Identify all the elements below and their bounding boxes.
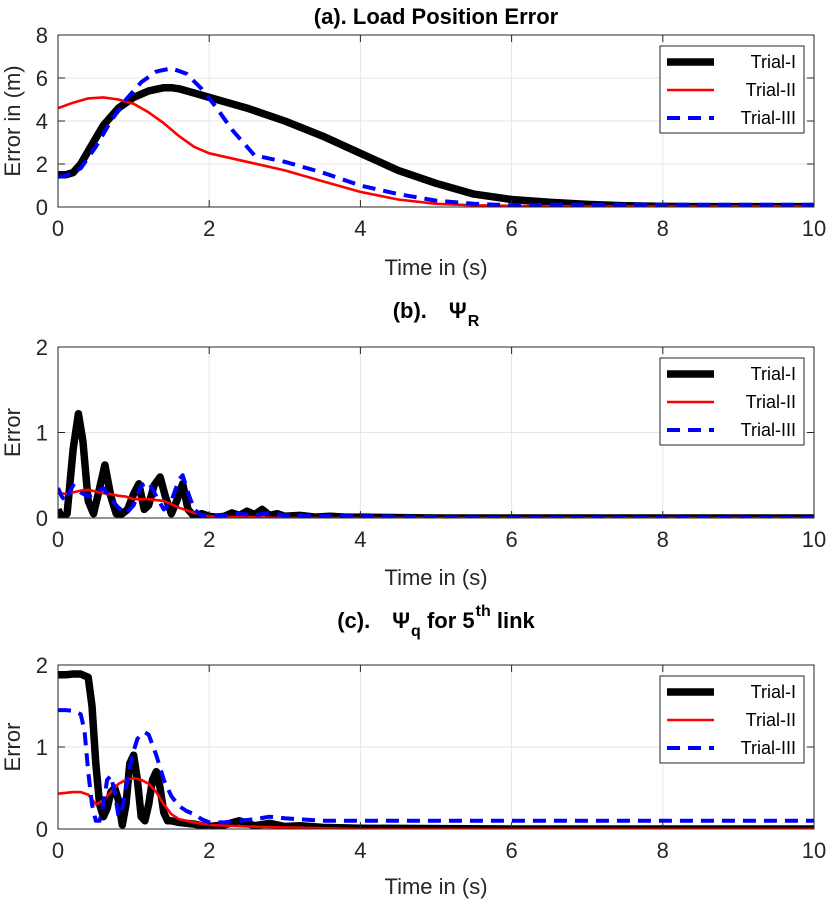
x-tick-label: 4: [354, 527, 366, 552]
x-tick-label: 0: [52, 527, 64, 552]
legend-label: Trial-III: [741, 420, 796, 440]
title-part: th: [476, 603, 491, 620]
x-tick-label: 2: [203, 527, 215, 552]
x-tick-label: 4: [354, 838, 366, 863]
y-tick-label: 2: [36, 653, 48, 678]
series-line-trial-ii: [58, 488, 814, 518]
chart-title: (b). ΨR: [393, 298, 480, 330]
legend: Trial-I Trial-II Trial-III: [659, 357, 805, 446]
y-tick-label: 6: [36, 66, 48, 91]
title-part: R: [468, 313, 480, 330]
x-axis-label: Time in (s): [384, 255, 487, 280]
chart-title: (a). Load Position Error: [314, 4, 559, 29]
series-line-trial-i: [58, 670, 814, 829]
legend-label: Trial-II: [746, 80, 796, 100]
title-part: (b).: [393, 298, 427, 323]
title-part: for 5: [421, 608, 475, 633]
title-part: Ψ: [392, 608, 410, 633]
series-line-trial-iii: [58, 708, 814, 825]
y-tick-label: 0: [36, 195, 48, 220]
y-tick-label: 1: [36, 735, 48, 760]
x-axis-label: Time in (s): [384, 874, 487, 899]
x-tick-label: 2: [203, 216, 215, 241]
x-tick-label: 6: [505, 216, 517, 241]
x-axis-label: Time in (s): [384, 565, 487, 590]
chart-panel-3: 0 2 4 6 8 10 0 1 2 Time in (s) Error (c). Ψq for 5th…: [0, 603, 826, 899]
chart-panel-1: 0 2 4 6 8 10 0 2 4 6 8 Time in (s) Error in (m) (a). …: [0, 4, 826, 280]
x-tick-label: 10: [802, 838, 826, 863]
x-tick-label: 10: [802, 527, 826, 552]
y-tick-label: 1: [36, 421, 48, 446]
title-part: Ψ: [449, 298, 467, 323]
y-tick-label: 0: [36, 506, 48, 531]
legend-label: Trial-I: [751, 364, 796, 384]
legend-label: Trial-I: [751, 682, 796, 702]
series-line-trial-iii: [58, 66, 814, 207]
y-axis-label: Error in (m): [0, 65, 25, 176]
x-tick-label: 6: [505, 838, 517, 863]
y-tick-label: 2: [36, 152, 48, 177]
x-tick-label: 8: [657, 216, 669, 241]
x-tick-label: 8: [657, 527, 669, 552]
legend-label: Trial-II: [746, 392, 796, 412]
y-tick-label: 8: [36, 23, 48, 48]
legend-label: Trial-III: [741, 108, 796, 128]
x-tick-label: 4: [354, 216, 366, 241]
y-tick-label: 0: [36, 817, 48, 842]
title-part: (c).: [337, 608, 370, 633]
x-tick-label: 8: [657, 838, 669, 863]
x-tick-label: 10: [802, 216, 826, 241]
x-tick-label: 2: [203, 838, 215, 863]
y-axis-label: Error: [0, 723, 25, 772]
series-line-trial-iii: [58, 473, 814, 518]
chart-title: (c). Ψq for 5th link: [337, 603, 535, 640]
legend-label: Trial-I: [751, 52, 796, 72]
legend: Trial-I Trial-II Trial-III: [659, 45, 805, 134]
x-tick-label: 6: [505, 527, 517, 552]
legend-label: Trial-II: [746, 710, 796, 730]
y-tick-label: 2: [36, 335, 48, 360]
y-tick-label: 4: [36, 109, 48, 134]
title-part: link: [491, 608, 536, 633]
y-axis-label: Error: [0, 408, 25, 457]
x-tick-label: 0: [52, 838, 64, 863]
x-tick-label: 0: [52, 216, 64, 241]
title-part: q: [411, 623, 421, 640]
legend-label: Trial-III: [741, 738, 796, 758]
legend: Trial-I Trial-II Trial-III: [659, 675, 805, 764]
